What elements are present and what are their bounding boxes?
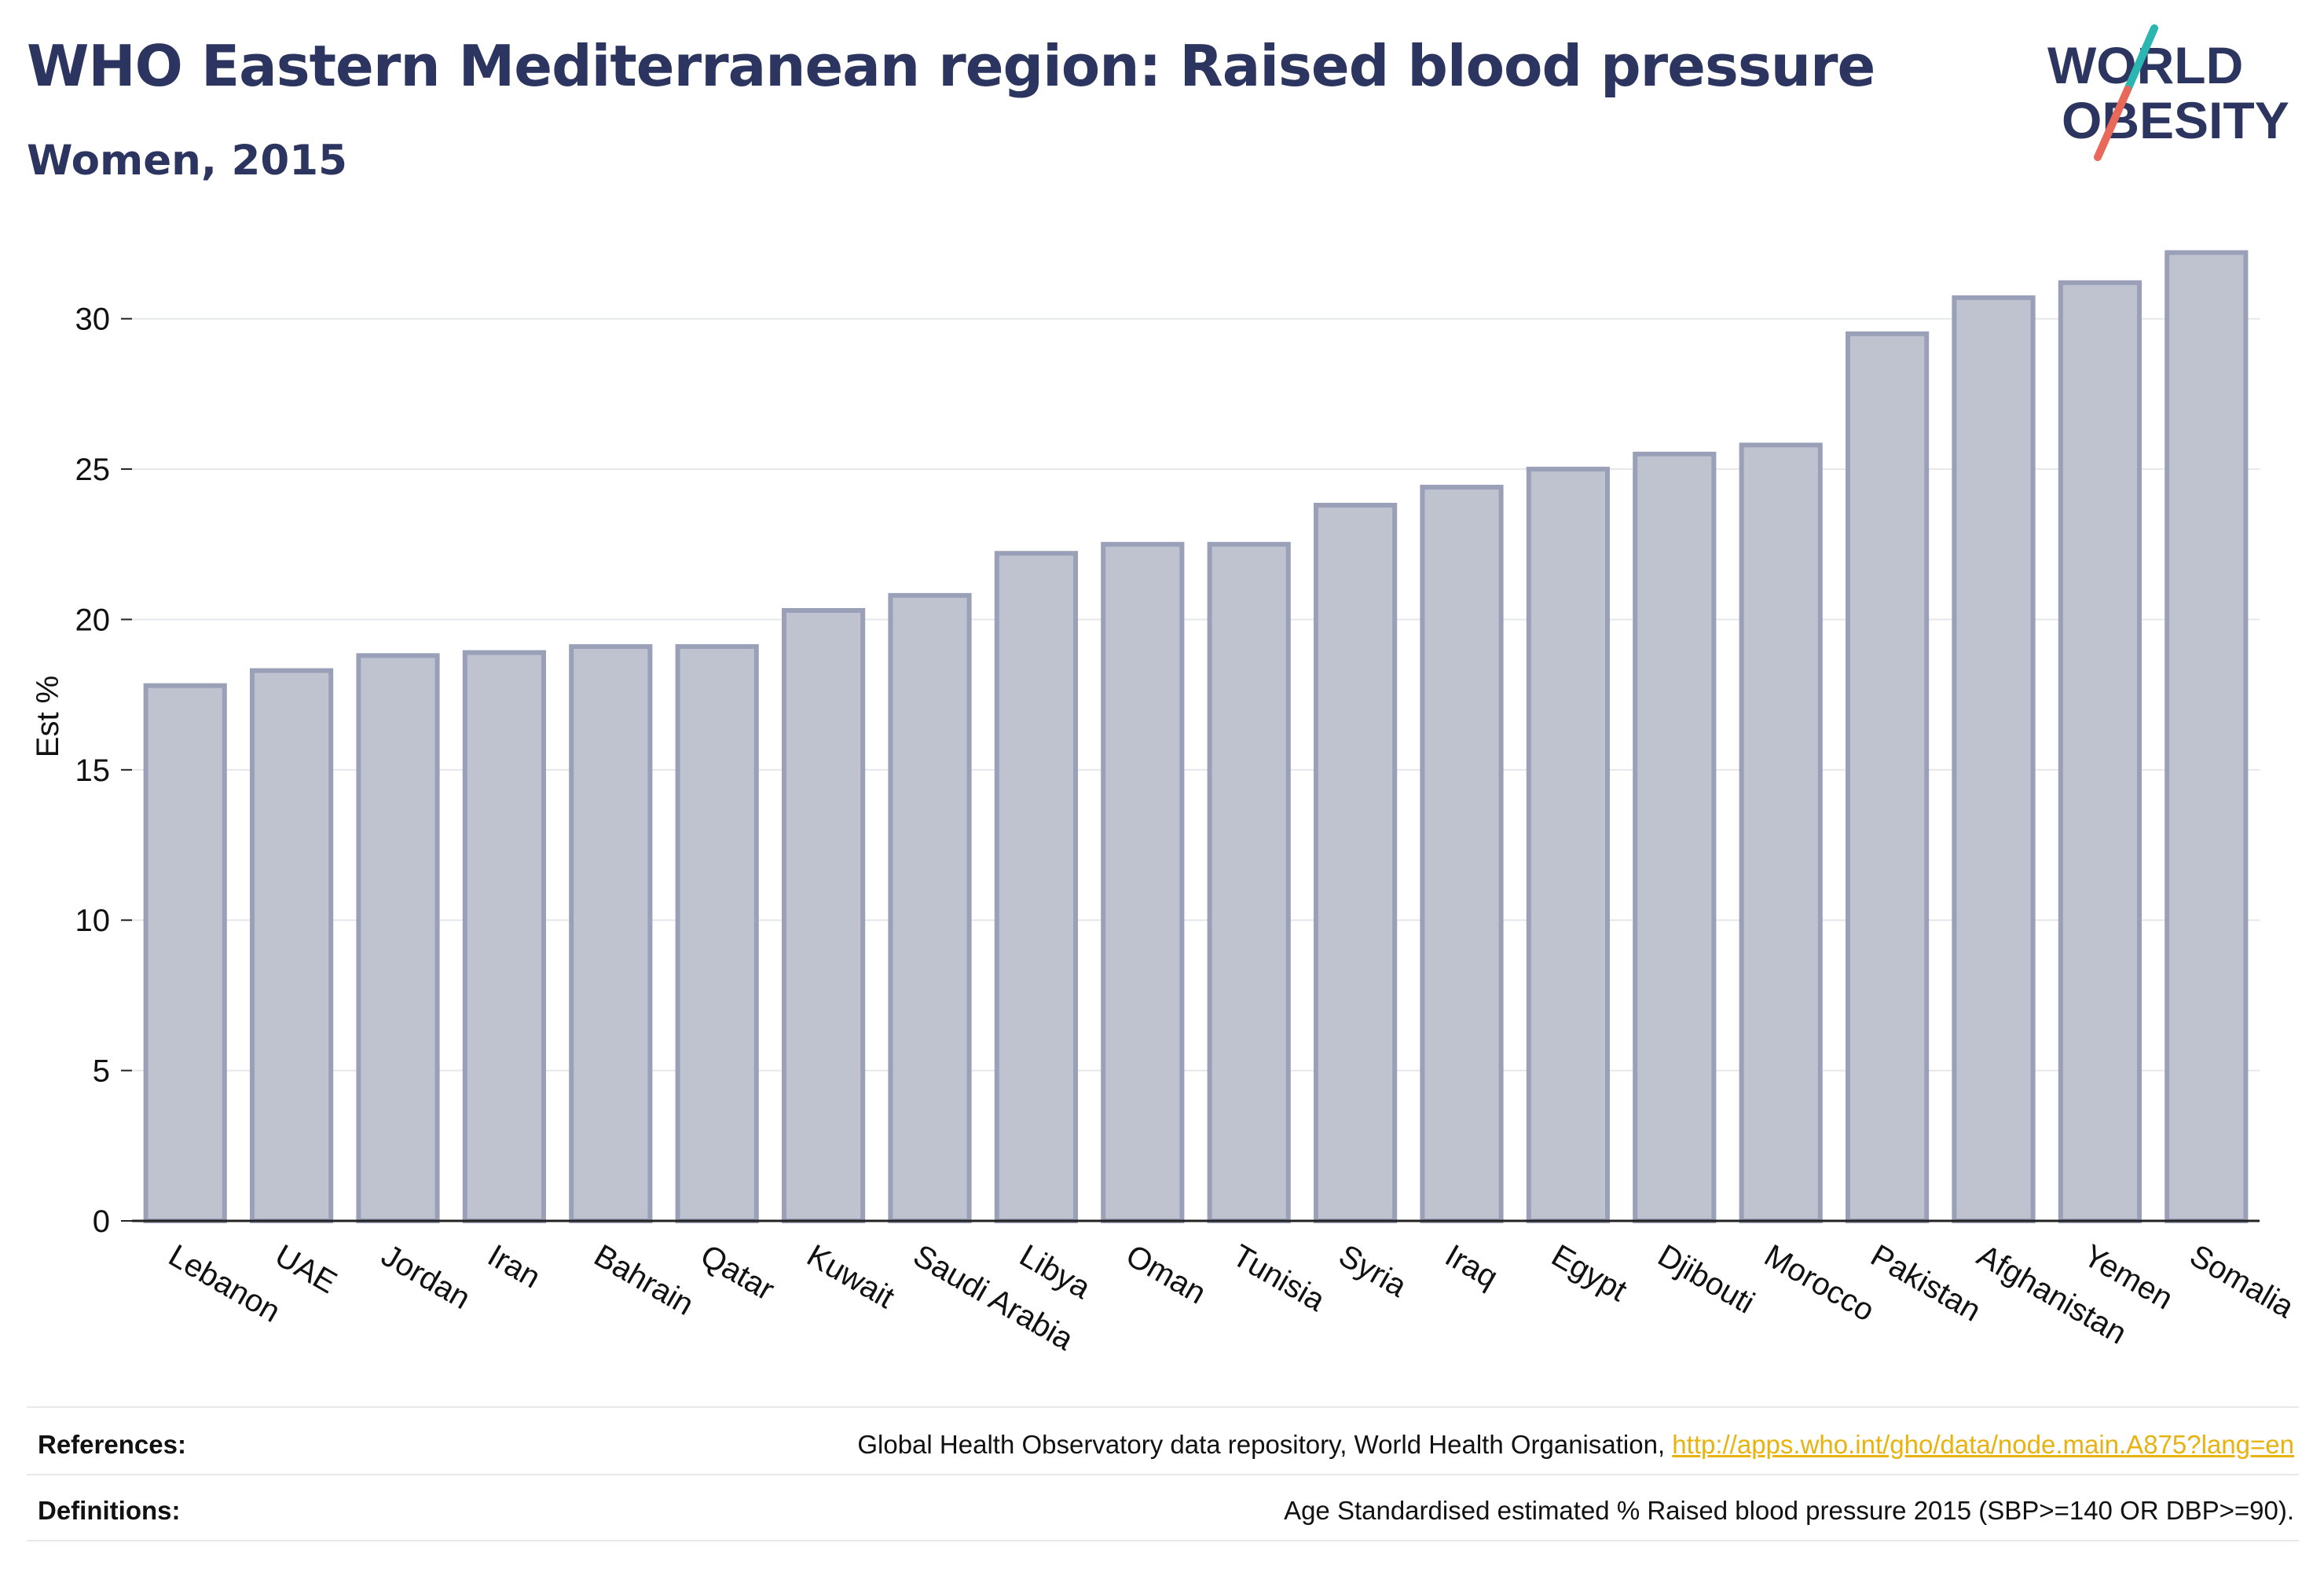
definitions-label: Definitions:: [38, 1496, 181, 1525]
x-tick-label-uae: UAE: [269, 1238, 343, 1300]
bar-oman: [1101, 541, 1185, 1223]
bar-saudi-arabia: [888, 592, 972, 1223]
x-tick-label-tunisia: Tunisia: [1226, 1238, 1331, 1318]
x-tick-label-libya: Libya: [1014, 1238, 1096, 1306]
bar-egypt: [1526, 467, 1610, 1223]
y-tick-label-3: 15: [75, 753, 111, 788]
gridlines: [132, 317, 2260, 1072]
references-source: Global Health Observatory data repositor…: [857, 1430, 1666, 1459]
bar-iraq: [1420, 485, 1504, 1223]
bar-libya: [994, 551, 1078, 1223]
references-row: References: Global Health Observatory da…: [38, 1417, 2294, 1472]
x-tick-label-morocco: Morocco: [1758, 1238, 1880, 1329]
world-obesity-logo: WORLD OBESITY: [2043, 24, 2310, 165]
x-tick-label-egypt: Egypt: [1545, 1238, 1633, 1308]
x-tick-label-pakistan: Pakistan: [1865, 1238, 1987, 1329]
footer-divider-bottom: [27, 1540, 2299, 1541]
x-tick-label-iraq: Iraq: [1439, 1238, 1504, 1296]
x-tick-label-jordan: Jordan: [376, 1238, 476, 1316]
logo-line-2: OBESITY: [2062, 91, 2289, 149]
bar-somalia: [2165, 250, 2249, 1224]
definitions-row: Definitions: Age Standardised estimated …: [38, 1483, 2294, 1538]
bar-pakistan: [1846, 331, 1930, 1223]
bar-yemen: [2058, 280, 2142, 1223]
y-tick-label-0: 0: [93, 1204, 110, 1239]
x-tick-label-somalia: Somalia: [2184, 1238, 2300, 1325]
y-tick-label-4: 20: [75, 603, 111, 637]
x-tick-label-qatar: Qatar: [695, 1238, 780, 1307]
logo-slash-top: [2124, 24, 2158, 93]
bar-iran: [462, 650, 546, 1223]
references-link[interactable]: http://apps.who.int/gho/data/node.main.A…: [1672, 1430, 2294, 1459]
bar-qatar: [675, 643, 759, 1223]
definitions-text: Age Standardised estimated % Raised bloo…: [1284, 1496, 2294, 1525]
footer-divider-top: [27, 1406, 2299, 1408]
chart-subtitle: Women, 2015: [27, 137, 347, 185]
references-label: References:: [38, 1430, 186, 1459]
bar-lebanon: [143, 683, 227, 1223]
y-tick-label-6: 30: [75, 302, 111, 337]
bar-bahrain: [569, 643, 653, 1223]
bar-djibouti: [1633, 451, 1717, 1223]
axes: [121, 317, 2260, 1222]
logo-slash-bottom: [2094, 86, 2132, 161]
x-tick-label-lebanon: Lebanon: [163, 1238, 286, 1329]
bar-uae: [250, 668, 334, 1223]
x-tick-label-bahrain: Bahrain: [588, 1238, 699, 1322]
x-tick-label-kuwait: Kuwait: [801, 1238, 900, 1315]
bar-morocco: [1739, 442, 1823, 1223]
references-text: Global Health Observatory data repositor…: [857, 1430, 2294, 1460]
x-tick-label-syria: Syria: [1333, 1238, 1413, 1304]
x-tick-label-iran: Iran: [482, 1238, 546, 1296]
x-tick-label-djibouti: Djibouti: [1652, 1238, 1761, 1321]
y-axis-label: Est %: [31, 676, 65, 757]
chart-title: WHO Eastern Mediterranean region: Raised…: [27, 33, 1875, 99]
y-tick-label-5: 25: [75, 453, 111, 487]
bar-jordan: [356, 653, 440, 1223]
footer-divider-middle: [27, 1474, 2299, 1475]
bar-afghanistan: [1952, 295, 2036, 1224]
y-tick-label-2: 10: [75, 903, 111, 938]
bar-syria: [1314, 503, 1398, 1223]
bar-kuwait: [782, 607, 866, 1223]
y-tick-label-1: 5: [93, 1054, 110, 1089]
x-tick-label-oman: Oman: [1120, 1238, 1211, 1311]
bar-tunisia: [1207, 541, 1291, 1223]
bars: [143, 250, 2249, 1224]
